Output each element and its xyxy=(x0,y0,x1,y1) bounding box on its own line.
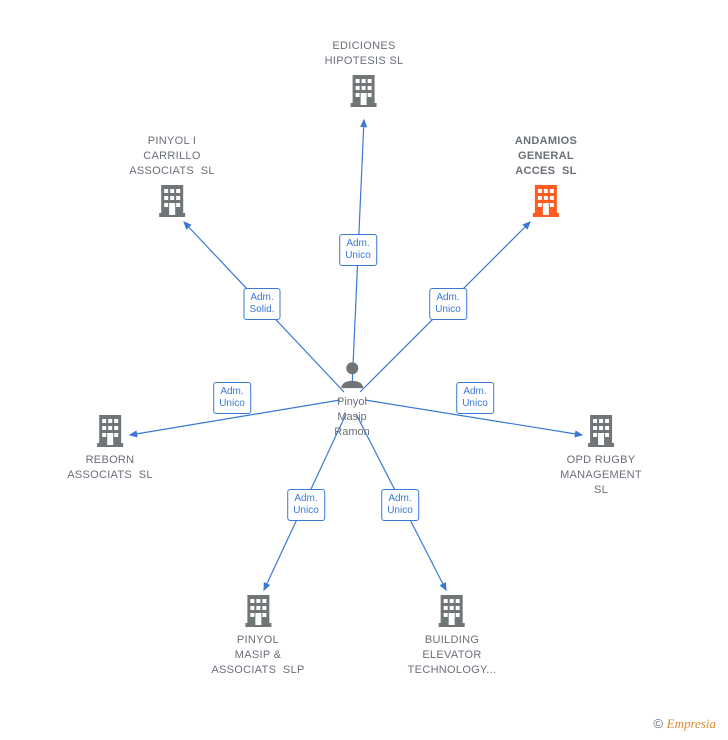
company-node-reborn: REBORN ASSOCIATS SL xyxy=(67,413,153,483)
building-icon xyxy=(243,593,273,627)
company-label: BUILDING ELEVATOR TECHNOLOGY... xyxy=(408,633,497,678)
company-label: PINYOL MASIP & ASSOCIATS SLP xyxy=(211,633,304,678)
company-label: OPD RUGBY MANAGEMENT SL xyxy=(560,453,642,498)
diagram-canvas: EDICIONES HIPOTESIS SL ANDAMIOS GENERAL … xyxy=(0,0,728,740)
building-icon xyxy=(95,413,125,447)
edge-label-building-elevator: Adm. Unico xyxy=(381,489,419,521)
edge-label-reborn: Adm. Unico xyxy=(213,382,251,414)
copyright-symbol: © xyxy=(653,716,663,731)
company-label: EDICIONES HIPOTESIS SL xyxy=(325,39,404,69)
edge-label-opd: Adm. Unico xyxy=(456,382,494,414)
company-node-pinyol-carrillo: PINYOL I CARRILLO ASSOCIATS SL xyxy=(129,134,215,217)
company-label: REBORN ASSOCIATS SL xyxy=(67,453,153,483)
building-icon xyxy=(349,73,379,107)
edge-label-pinyol-masip-assoc: Adm. Unico xyxy=(287,489,325,521)
center-label: Pinyol Masip Ramon xyxy=(334,395,369,440)
company-label: PINYOL I CARRILLO ASSOCIATS SL xyxy=(129,134,215,179)
building-icon xyxy=(531,183,561,217)
building-icon xyxy=(157,183,187,217)
building-icon xyxy=(437,593,467,627)
company-label: ANDAMIOS GENERAL ACCES SL xyxy=(515,134,577,179)
company-node-opd: OPD RUGBY MANAGEMENT SL xyxy=(560,413,642,498)
company-node-building-elevator: BUILDING ELEVATOR TECHNOLOGY... xyxy=(408,593,497,678)
edge-label-ediciones: Adm. Unico xyxy=(339,234,377,266)
company-node-andamios: ANDAMIOS GENERAL ACCES SL xyxy=(515,134,577,217)
edge-label-pinyol-carrillo: Adm. Solid. xyxy=(243,288,280,320)
company-node-pinyol-masip-assoc: PINYOL MASIP & ASSOCIATS SLP xyxy=(211,593,304,678)
edge-label-andamios: Adm. Unico xyxy=(429,288,467,320)
company-node-ediciones: EDICIONES HIPOTESIS SL xyxy=(325,39,404,107)
watermark: © Empresia xyxy=(653,716,716,732)
brand-name: Empresia xyxy=(667,716,716,731)
building-icon xyxy=(586,413,616,447)
person-icon xyxy=(339,360,365,388)
center-person-node: Pinyol Masip Ramon xyxy=(334,360,369,440)
